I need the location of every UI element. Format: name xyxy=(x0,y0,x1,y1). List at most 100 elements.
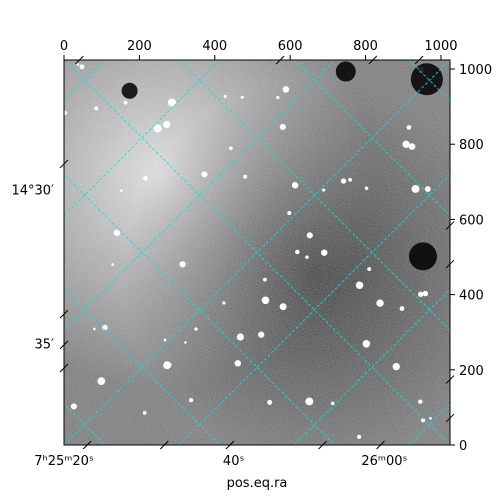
star xyxy=(261,296,270,305)
edge-tick xyxy=(59,363,69,373)
star xyxy=(364,186,369,191)
top-tick-label: 0 xyxy=(60,39,68,54)
star xyxy=(421,418,426,423)
star xyxy=(422,290,429,297)
x-axis-title: pos.eq.ra xyxy=(227,476,288,491)
star xyxy=(263,277,267,282)
star xyxy=(367,267,372,272)
star xyxy=(222,301,226,305)
star xyxy=(201,171,208,178)
left-tick-label: 14°30′ xyxy=(11,183,54,198)
star xyxy=(79,64,85,70)
star xyxy=(163,120,171,129)
star xyxy=(399,306,405,311)
star xyxy=(184,341,187,344)
edge-tick xyxy=(225,440,235,450)
star xyxy=(282,86,290,93)
star xyxy=(287,211,292,216)
grid-line xyxy=(64,60,450,445)
star xyxy=(64,110,68,115)
star xyxy=(305,255,309,259)
dark-blob xyxy=(408,242,437,271)
star xyxy=(143,176,148,181)
edge-tick xyxy=(445,413,455,423)
right-tick-label: 800 xyxy=(459,138,484,153)
star xyxy=(376,299,384,307)
star xyxy=(120,189,123,192)
star xyxy=(188,397,194,403)
right-tick-label: 200 xyxy=(459,364,484,379)
star xyxy=(258,331,265,338)
grid-line xyxy=(64,60,336,331)
star xyxy=(340,178,347,184)
grid-line xyxy=(64,403,106,445)
star xyxy=(76,63,80,66)
star xyxy=(322,188,326,192)
right-tick-label: 600 xyxy=(459,213,484,228)
top-tick-label: 800 xyxy=(353,39,378,54)
edge-tick xyxy=(75,55,84,65)
grid-line xyxy=(64,60,106,102)
left-axis: 14°30′ 35′ xyxy=(11,183,54,352)
star xyxy=(70,403,77,410)
star xyxy=(236,333,244,341)
star xyxy=(243,174,248,179)
star xyxy=(240,95,244,99)
edge-tick xyxy=(376,440,385,450)
star xyxy=(408,143,416,150)
top-tick-label: 200 xyxy=(127,39,152,54)
star xyxy=(418,399,423,404)
star xyxy=(93,327,96,331)
plot-frame xyxy=(63,59,451,446)
top-tick-label: 600 xyxy=(278,39,303,54)
star xyxy=(330,401,335,406)
edge-tick xyxy=(275,55,285,65)
edge-tick xyxy=(318,440,327,450)
star xyxy=(306,232,313,239)
star xyxy=(229,146,233,151)
star xyxy=(321,249,328,256)
edge-tick xyxy=(59,309,69,319)
star xyxy=(279,123,286,131)
star xyxy=(348,177,352,182)
bottom-tick-label: 7ʰ25ᵐ20ˢ xyxy=(34,454,94,469)
dark-blob xyxy=(121,82,138,99)
star xyxy=(163,361,172,370)
star xyxy=(234,360,242,367)
star xyxy=(279,303,287,311)
star xyxy=(355,281,364,289)
bottom-tick-label: 40ˢ xyxy=(223,454,245,469)
grid-line xyxy=(178,174,450,445)
star xyxy=(424,186,431,192)
edge-tick xyxy=(445,259,455,269)
star xyxy=(111,263,115,266)
star xyxy=(194,327,198,331)
star xyxy=(295,249,300,255)
star-field xyxy=(64,63,432,440)
dark-blob xyxy=(335,61,356,82)
edge-tick xyxy=(414,55,424,65)
star xyxy=(362,339,371,348)
star xyxy=(418,291,424,297)
right-tick-label: 0 xyxy=(459,439,467,454)
edge-tick xyxy=(59,340,69,350)
star xyxy=(411,184,420,193)
star xyxy=(169,363,172,366)
star xyxy=(429,417,432,420)
star xyxy=(267,399,273,405)
star xyxy=(276,95,280,100)
edge-tick xyxy=(445,375,455,384)
edge-tick xyxy=(59,159,69,169)
right-axis: 0 200 400 600 800 1000 xyxy=(450,63,492,454)
grid-line xyxy=(64,60,221,217)
star xyxy=(153,124,162,133)
edge-tick xyxy=(160,440,169,450)
edge-tick xyxy=(82,440,92,450)
top-axis: 0 200 400 600 800 1000 xyxy=(59,39,458,450)
star xyxy=(113,229,121,237)
star xyxy=(356,434,362,440)
star xyxy=(305,397,314,406)
